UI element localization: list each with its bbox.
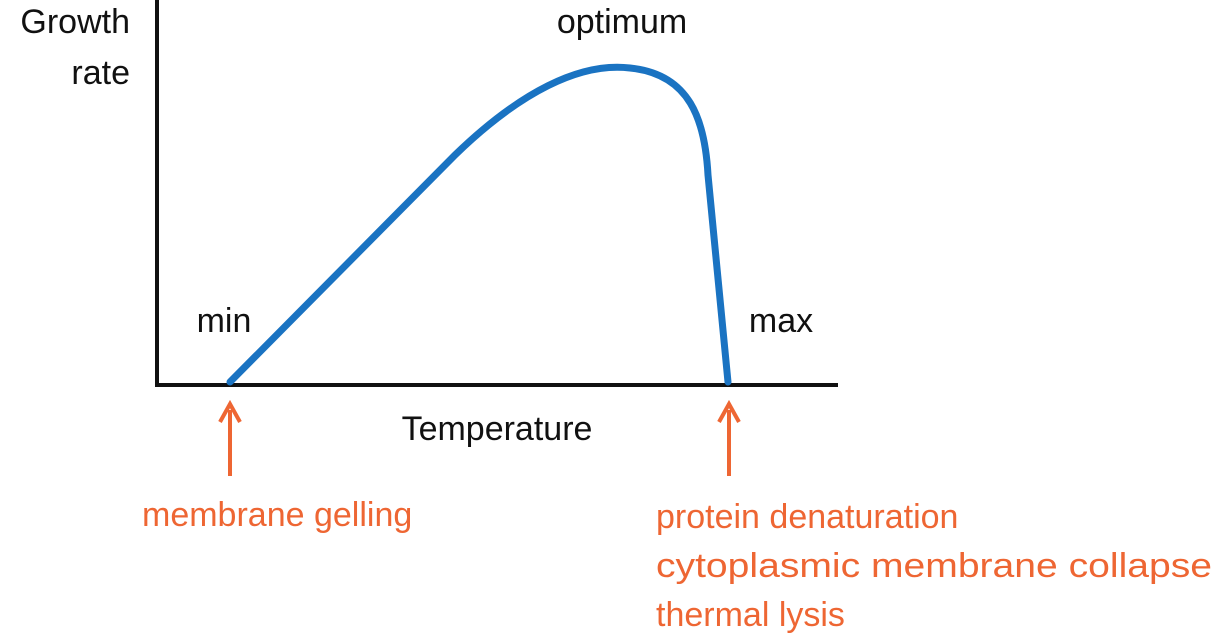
min-label: min (197, 302, 252, 340)
y-axis-label-line1: Growth (20, 3, 130, 41)
optimum-label: optimum (557, 3, 687, 41)
min-cause-1: membrane gelling (142, 496, 412, 534)
max-arrow (717, 399, 741, 476)
max-cause-2: cytoplasmic membrane collapse (656, 547, 1212, 585)
growth-rate-curve (226, 63, 732, 386)
max-cause-1: protein denaturation (656, 498, 958, 536)
min-arrow (218, 399, 242, 476)
max-label: max (749, 302, 813, 340)
max-cause-3: thermal lysis (656, 596, 845, 634)
y-axis-label-line2: rate (71, 54, 130, 92)
x-axis-label: Temperature (402, 410, 593, 448)
